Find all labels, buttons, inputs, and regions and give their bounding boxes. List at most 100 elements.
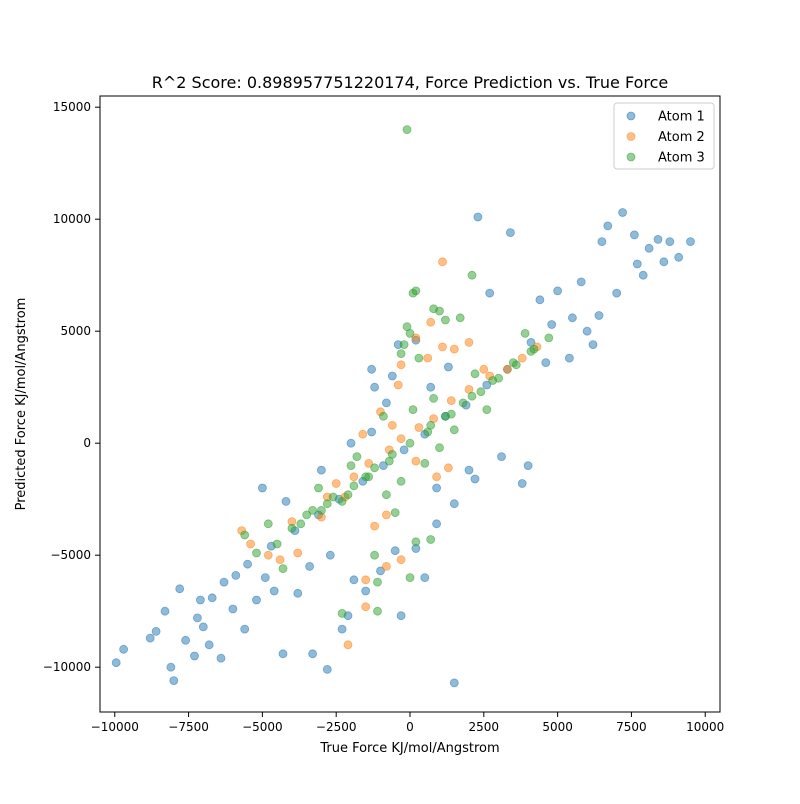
data-point bbox=[240, 624, 250, 634]
x-axis-label: True Force KJ/mol/Angstrom bbox=[319, 741, 499, 756]
data-point bbox=[470, 369, 480, 379]
data-point bbox=[553, 286, 562, 296]
data-point bbox=[476, 387, 486, 397]
data-point bbox=[278, 649, 288, 659]
data-point bbox=[520, 328, 530, 338]
data-point bbox=[314, 483, 323, 493]
legend-marker bbox=[626, 132, 636, 141]
data-point bbox=[565, 353, 574, 363]
data-point bbox=[686, 237, 695, 247]
data-point bbox=[269, 586, 279, 596]
data-point bbox=[618, 208, 627, 217]
data-point bbox=[378, 461, 388, 471]
data-point bbox=[373, 577, 382, 587]
data-point bbox=[411, 456, 421, 466]
data-point bbox=[246, 539, 256, 549]
data-point bbox=[322, 499, 332, 509]
data-point bbox=[387, 420, 397, 430]
data-point bbox=[322, 665, 332, 674]
data-point bbox=[597, 237, 607, 247]
data-point bbox=[325, 550, 335, 560]
data-point bbox=[393, 380, 403, 390]
data-point bbox=[316, 505, 326, 515]
data-point bbox=[381, 490, 391, 500]
data-point bbox=[405, 573, 415, 582]
data-point bbox=[449, 425, 459, 435]
data-point bbox=[169, 676, 179, 685]
data-point bbox=[358, 429, 368, 439]
data-point bbox=[408, 405, 418, 415]
data-point bbox=[420, 458, 430, 468]
data-point bbox=[665, 237, 675, 247]
data-point bbox=[337, 624, 347, 634]
data-point bbox=[111, 658, 121, 668]
data-point bbox=[331, 479, 341, 488]
x-tick-label: −2500 bbox=[316, 720, 357, 734]
x-tick-label: −10000 bbox=[91, 720, 139, 734]
data-point bbox=[541, 358, 551, 368]
data-point bbox=[381, 562, 391, 571]
data-point bbox=[411, 537, 421, 547]
data-point bbox=[426, 317, 436, 327]
data-point bbox=[458, 398, 468, 408]
data-point bbox=[396, 555, 406, 565]
data-point bbox=[166, 662, 176, 672]
data-point bbox=[287, 523, 297, 533]
data-point bbox=[346, 461, 356, 471]
data-point bbox=[464, 465, 474, 475]
data-point bbox=[396, 434, 406, 444]
data-point bbox=[207, 593, 217, 603]
legend: Atom 1 Atom 2 Atom 3 bbox=[613, 102, 715, 170]
data-point bbox=[151, 627, 161, 636]
data-point bbox=[370, 463, 380, 473]
data-point bbox=[449, 499, 459, 509]
data-point bbox=[497, 452, 506, 462]
data-point bbox=[364, 458, 374, 468]
data-point bbox=[467, 270, 477, 280]
data-point bbox=[308, 505, 318, 515]
data-point bbox=[414, 423, 424, 432]
data-point bbox=[275, 555, 285, 565]
data-point bbox=[482, 405, 492, 415]
data-point bbox=[352, 452, 362, 462]
data-point bbox=[302, 510, 312, 520]
legend-marker bbox=[626, 111, 636, 121]
data-point bbox=[390, 508, 400, 517]
data-point bbox=[449, 344, 459, 354]
data-point bbox=[603, 221, 613, 231]
data-point bbox=[346, 438, 356, 448]
data-point bbox=[349, 481, 359, 491]
data-point bbox=[281, 496, 291, 506]
data-point bbox=[402, 125, 412, 135]
points-layer bbox=[111, 125, 695, 688]
data-point bbox=[160, 606, 170, 616]
data-point bbox=[278, 564, 288, 573]
data-point bbox=[449, 678, 459, 688]
y-tick-label: 5000 bbox=[60, 324, 91, 338]
data-point bbox=[378, 411, 388, 421]
data-point bbox=[219, 577, 229, 587]
data-point bbox=[192, 613, 202, 623]
data-point bbox=[488, 376, 498, 385]
data-point bbox=[446, 396, 456, 406]
data-point bbox=[361, 575, 371, 585]
data-point bbox=[612, 288, 622, 298]
data-point bbox=[411, 333, 421, 343]
data-point bbox=[420, 573, 430, 582]
data-point bbox=[535, 295, 545, 305]
data-point bbox=[426, 420, 436, 430]
data-point bbox=[328, 492, 338, 502]
data-point bbox=[479, 364, 489, 374]
data-point bbox=[517, 353, 527, 363]
data-point bbox=[396, 476, 406, 486]
data-point bbox=[517, 479, 527, 488]
data-point bbox=[361, 602, 371, 612]
data-point bbox=[526, 346, 536, 356]
data-point bbox=[367, 364, 377, 374]
data-point bbox=[376, 566, 385, 576]
data-point bbox=[190, 651, 199, 661]
data-point bbox=[337, 496, 347, 506]
data-point bbox=[405, 328, 415, 338]
data-point bbox=[381, 398, 391, 408]
data-point bbox=[361, 586, 371, 596]
